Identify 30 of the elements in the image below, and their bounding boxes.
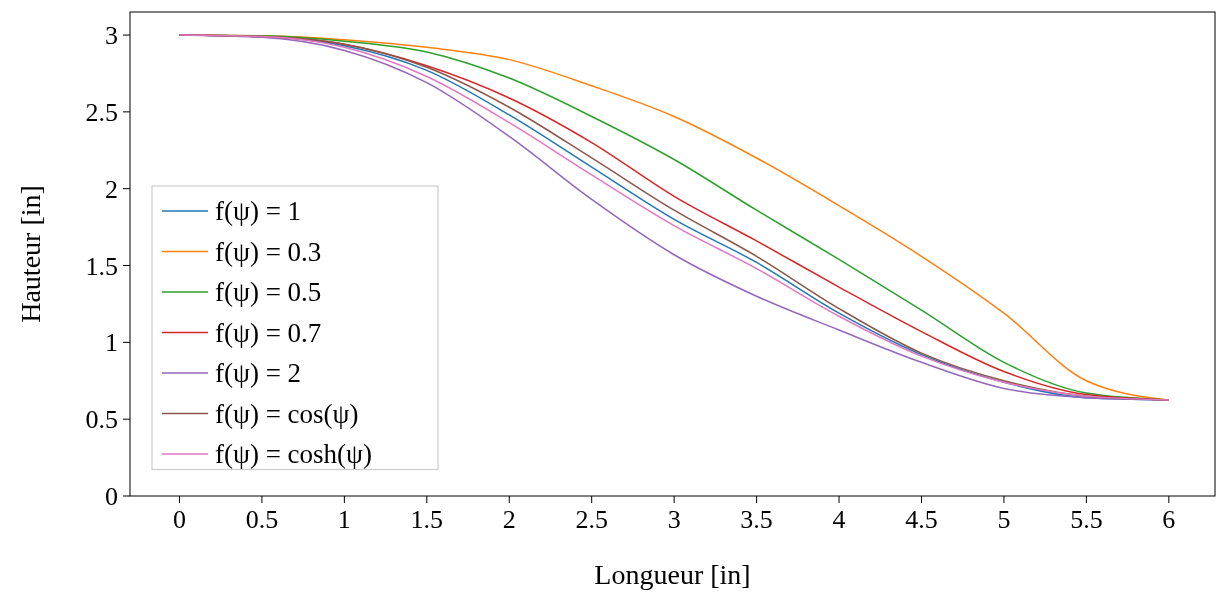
x-tick-label: 2.5: [575, 505, 608, 534]
y-tick-label: 1.5: [85, 251, 118, 281]
x-tick-label: 0: [172, 505, 186, 534]
x-tick-label: 3.5: [740, 505, 773, 534]
x-tick-label: 2: [502, 505, 516, 534]
x-tick-label: 1.5: [410, 505, 444, 534]
x-tick-label: 0.5: [245, 505, 279, 534]
line-series: [178, 34, 1170, 401]
x-tick-label: 1: [337, 505, 351, 534]
y-tick-label: 2: [105, 174, 118, 204]
y-axis-title: Hauteur [in]: [15, 185, 46, 323]
x-tick-label: 4.5: [905, 505, 938, 534]
legend-label: f(ψ) = 0.3: [215, 236, 322, 267]
legend-label: f(ψ) = 2: [215, 358, 302, 389]
y-tick-label: 0: [105, 482, 118, 512]
y-tick-label: 0.5: [85, 405, 118, 435]
legend-label: f(ψ) = cosh(ψ): [215, 439, 372, 470]
y-tick-label: 2.5: [85, 97, 118, 127]
x-tick-label: 3: [667, 505, 681, 534]
x-tick-label: 5.5: [1070, 505, 1103, 534]
y-tick-label: 3: [105, 21, 118, 51]
legend-label: f(ψ) = cos(ψ): [215, 398, 359, 429]
x-tick-label: 5: [997, 505, 1011, 534]
legend-label: f(ψ) = 0.7: [215, 317, 322, 348]
x-axis-title: Longueur [in]: [594, 559, 751, 590]
legend-label: f(ψ) = 0.5: [215, 277, 322, 308]
x-tick-label: 6: [1162, 505, 1176, 534]
x-tick-label: 4: [832, 505, 846, 534]
y-tick-label: 1: [105, 328, 118, 358]
legend-label: f(ψ) = 1: [215, 196, 302, 227]
